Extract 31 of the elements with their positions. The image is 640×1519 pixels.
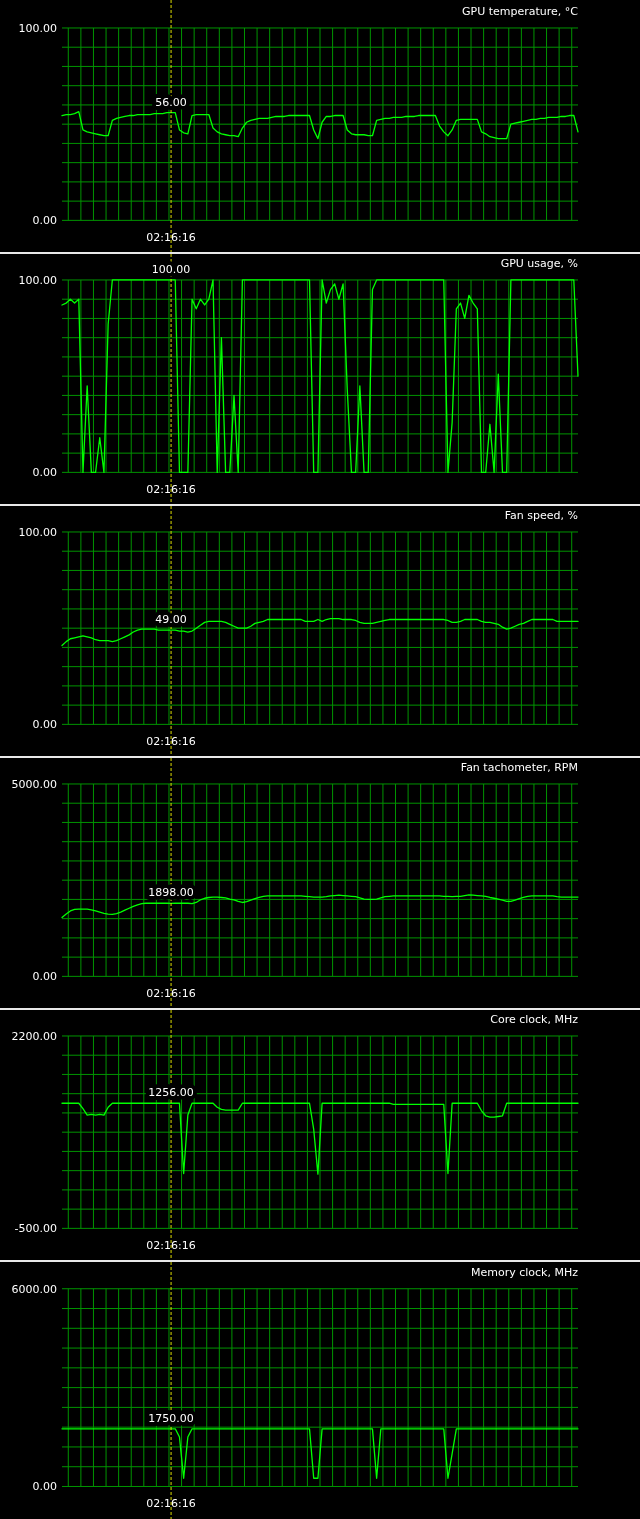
y-tick-label: 0.00 (32, 1480, 57, 1493)
y-tick-label: 100.00 (18, 273, 57, 287)
chart-title: Memory clock, MHz (470, 1265, 579, 1279)
chart-title: GPU usage, % (500, 256, 578, 270)
y-tick-label: 6000.00 (11, 1282, 57, 1296)
x-tick-label: 02:16:16 (146, 734, 196, 747)
y-tick-label: -500.00 (14, 1221, 57, 1235)
line-series (61, 1428, 579, 1479)
y-tick-label: 0.00 (32, 213, 57, 227)
y-tick-label: 0.00 (32, 465, 57, 479)
x-tick-label: 02:16:16 (146, 986, 196, 999)
y-tick-label: 0.00 (32, 969, 57, 983)
y-tick-label: 100.00 (18, 525, 57, 539)
y-tick-label: 0.00 (32, 717, 57, 731)
y-tick-label: 2200.00 (11, 1029, 57, 1043)
annotation: 100.00 (151, 262, 191, 276)
line-series (61, 1102, 579, 1175)
x-tick-label: 02:16:16 (146, 482, 196, 495)
line-series (61, 111, 579, 140)
x-tick-label: 02:16:16 (146, 1496, 196, 1510)
line-series (61, 617, 579, 647)
x-tick-label: 02:16:16 (146, 230, 196, 243)
y-tick-label: 5000.00 (11, 777, 57, 791)
chart-title: Core clock, MHz (490, 1012, 579, 1026)
y-tick-label: 100.00 (18, 21, 57, 35)
x-tick-label: 02:16:16 (146, 1238, 196, 1251)
chart-title: Fan speed, % (504, 508, 578, 522)
chart-title: GPU temperature, °C (461, 4, 579, 18)
chart-title: Fan tachometer, RPM (460, 760, 578, 774)
line-series (61, 279, 579, 474)
line-series (61, 894, 579, 919)
